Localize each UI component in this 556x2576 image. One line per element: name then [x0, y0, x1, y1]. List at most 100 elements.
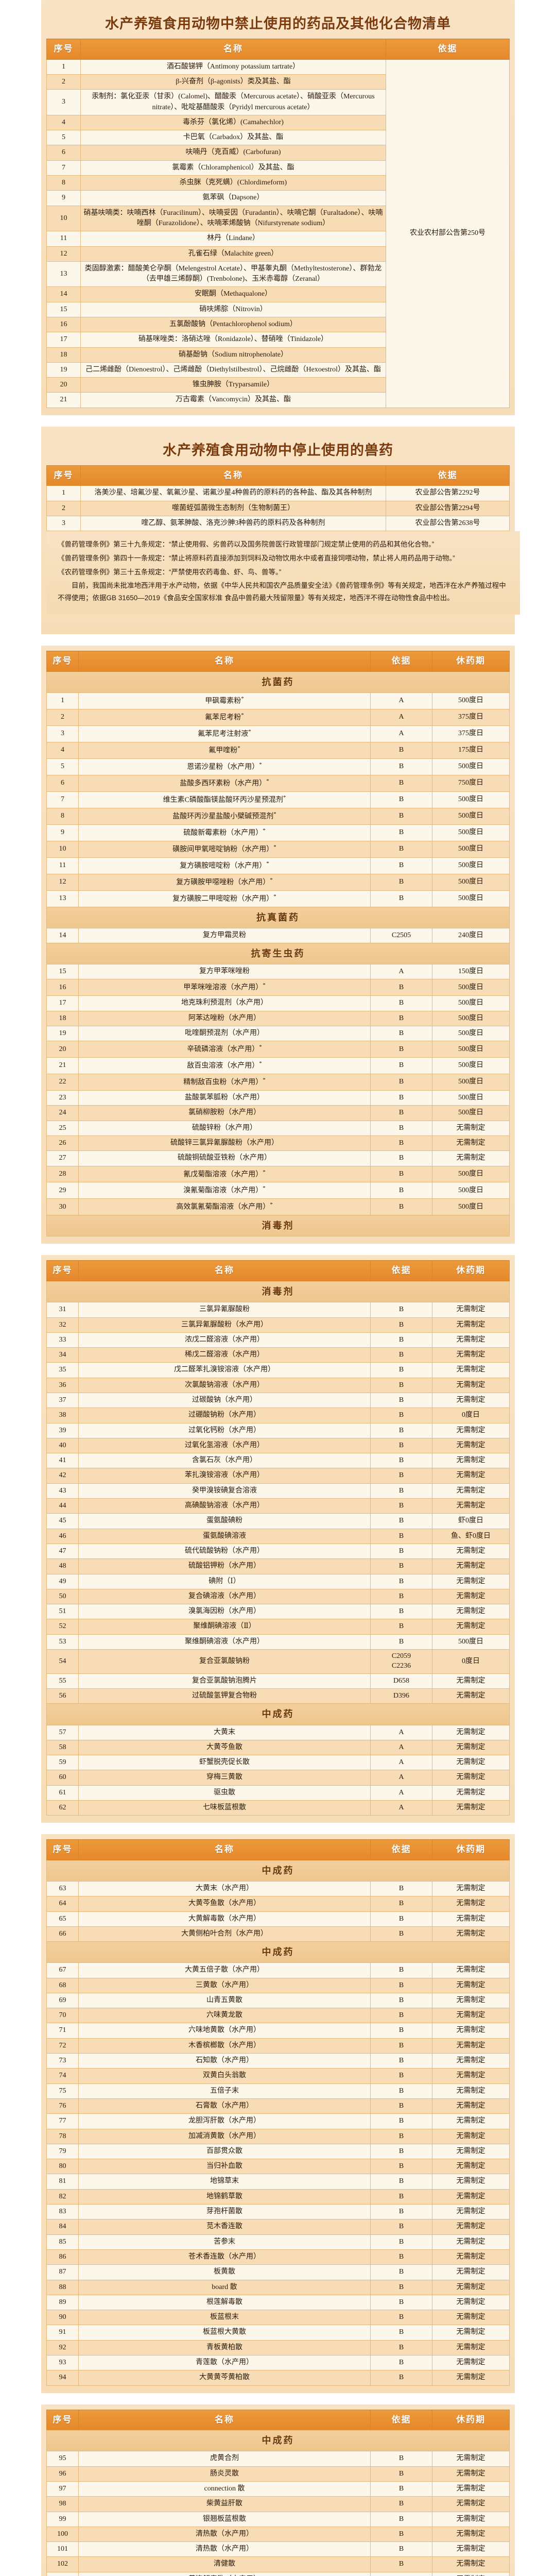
row-no: 14	[46, 286, 81, 302]
row-no: 37	[46, 1392, 79, 1409]
row-no: 21	[46, 1057, 79, 1075]
row-name: 清热散（水产用）	[78, 2541, 371, 2557]
row-withdrawal: 无需制定	[432, 2466, 510, 2482]
row-name: 六味地黄散（水产用）	[78, 2023, 371, 2039]
banned-col-no: 序号	[46, 39, 81, 60]
row-basis: B	[370, 2511, 432, 2527]
table-row: 9 硫酸新霉素粉（水产用）* B 500度日	[46, 824, 510, 841]
row-no: 18	[46, 347, 81, 363]
row-name: 癸甲溴铵碘复合溶液	[78, 1483, 371, 1499]
row-basis: B	[370, 979, 432, 996]
row-basis: B	[370, 824, 432, 841]
row-no: 39	[46, 1422, 79, 1438]
table-row: 21 敌百虫溶液（水产用）* B 500度日	[46, 1057, 510, 1075]
table-row: 80 当归补血散 B 无需制定	[46, 2159, 510, 2175]
row-withdrawal: 无需制定	[432, 2294, 510, 2311]
row-withdrawal: 无需制定	[432, 1619, 510, 1635]
row-name: 硫酸新霉素粉（水产用）*	[78, 824, 371, 841]
banned-col-basis: 依据	[386, 39, 510, 60]
table-row: 12 孔雀石绿（Malachite green）	[46, 246, 510, 262]
table-row: 98 柴黄益肝散 B 无需制定	[46, 2496, 510, 2512]
row-withdrawal: 无需制定	[432, 1977, 510, 1993]
star-marker-icon: *	[266, 777, 269, 784]
row-withdrawal: 无需制定	[432, 1150, 510, 1166]
row-no: 33	[46, 1332, 79, 1348]
table-row: 38 过硼酸钠粉（水产用） B 0度日	[46, 1408, 510, 1423]
row-name: 呋喃丹（克百威）(Carbofuran)	[80, 145, 386, 161]
row-withdrawal: 无需制定	[432, 1422, 510, 1438]
row-name: 百部贯众散	[78, 2143, 371, 2160]
table-row: 9 氨苯砜（Dapsone）	[46, 190, 510, 206]
section-header-row: 中成药	[46, 1941, 510, 1963]
row-no: 7	[46, 160, 81, 176]
row-basis: B	[370, 2571, 432, 2576]
row-withdrawal: 无需制定	[432, 1392, 510, 1409]
table-row: 49 碘附（Ⅰ） B 无需制定	[46, 1573, 510, 1589]
row-basis: B	[370, 1588, 432, 1605]
row-withdrawal: 500度日	[432, 1057, 510, 1075]
row-no: 18	[46, 1010, 79, 1026]
row-basis: B	[370, 1165, 432, 1183]
row-name: 地克珠利预混剂（水产用）	[78, 995, 371, 1011]
row-withdrawal: 无需制定	[432, 2340, 510, 2356]
table-row: 85 苦参末 B 无需制定	[46, 2234, 510, 2250]
row-no: 58	[46, 1739, 79, 1756]
row-no: 3	[46, 89, 81, 115]
table-row: 79 百部贯众散 B 无需制定	[46, 2143, 510, 2160]
row-basis: B	[370, 2325, 432, 2341]
row-name: 肠炎灵散	[78, 2466, 371, 2482]
row-no: 35	[46, 1362, 79, 1378]
row-basis: B	[370, 873, 432, 891]
row-no: 92	[46, 2340, 79, 2356]
row-no: 68	[46, 1977, 79, 1993]
row-name: 清热散（水产用）	[78, 2526, 371, 2543]
row-basis: B	[370, 1010, 432, 1026]
table-row: 26 硫酸锌三氯异氰脲酸粉（水产用） B 无需制定	[46, 1135, 510, 1151]
row-basis: B	[370, 1150, 432, 1166]
row-withdrawal: 无需制定	[432, 1498, 510, 1514]
row-withdrawal: 无需制定	[432, 1673, 510, 1689]
row-name: 氰戊菊酯溶液（水产用）*	[78, 1165, 371, 1183]
row-name: 青板黄柏散	[78, 2340, 371, 2356]
row-withdrawal: 无需制定	[432, 1604, 510, 1620]
row-name: 苋木香连散	[78, 2219, 371, 2235]
row-no: 30	[46, 1198, 79, 1216]
row-no: 74	[46, 2068, 79, 2084]
approved-table-body: 消毒剂 31 三氯异氰脲酸粉 B 无需制定 32 三氯异氰脲酸粉（水产用） B 无需制定 33 浓戊…	[46, 1281, 510, 1816]
row-withdrawal: 500度日	[432, 1165, 510, 1183]
table-row: 53 聚维酮碘溶液（水产用） B 500度日	[46, 1634, 510, 1650]
row-withdrawal: 无需制定	[432, 1724, 510, 1740]
row-name: 酒石酸锑钾（Antimony potassium tartrate）	[80, 59, 386, 75]
table-row: 14 安眠酮（Methaqualone）	[46, 286, 510, 302]
row-no: 17	[46, 995, 79, 1011]
row-no: 25	[46, 1120, 79, 1136]
row-basis: B	[370, 2038, 432, 2054]
row-name: 硝基酚钠（Sodium nitrophenolate）	[80, 347, 386, 363]
row-withdrawal: 无需制定	[432, 2571, 510, 2576]
row-name: 当归补血散	[78, 2159, 371, 2175]
row-name: 氟苯尼考注射液*	[78, 725, 371, 743]
row-name: 三氯异氰脲酸粉	[78, 1302, 371, 1318]
row-name: 过碳酸钠（水产用）	[78, 1392, 371, 1409]
table-row: 60 穿梅三黄散 A 无需制定	[46, 1770, 510, 1786]
row-basis: B	[370, 2204, 432, 2220]
row-name: 氯硝柳胺粉（水产用）	[78, 1105, 371, 1121]
row-basis: B	[370, 1962, 432, 1978]
row-basis: B	[370, 2053, 432, 2069]
row-name: 大黄五倍子散（水产用）	[78, 1962, 371, 1978]
approved-drugs-table: 序号 名称 依据 休药期 消毒剂 31 三氯异氰脲酸粉 B 无需制定 32 三氯异氰脲酸粉（水产用）…	[46, 1260, 510, 1816]
row-basis: B	[370, 2083, 432, 2099]
row-no: 77	[46, 2113, 79, 2129]
row-name: 复方磺胺嘧啶粉（水产用）*	[78, 857, 371, 874]
row-withdrawal: 500度日	[432, 1090, 510, 1106]
row-basis: B	[370, 1182, 432, 1199]
row-name: 大黄解毒散（水产用）	[78, 1911, 371, 1927]
table-row: 15 复方甲苯咪唑粉 A 150度日	[46, 964, 510, 980]
row-withdrawal: 500度日	[432, 857, 510, 874]
row-withdrawal: 375度日	[432, 709, 510, 726]
row-no: 93	[46, 2355, 79, 2371]
row-withdrawal: 500度日	[432, 692, 510, 710]
row-no: 14	[46, 927, 79, 943]
table-row: 89 根莲解毒散 B 无需制定	[46, 2294, 510, 2311]
row-basis: B	[370, 2128, 432, 2144]
